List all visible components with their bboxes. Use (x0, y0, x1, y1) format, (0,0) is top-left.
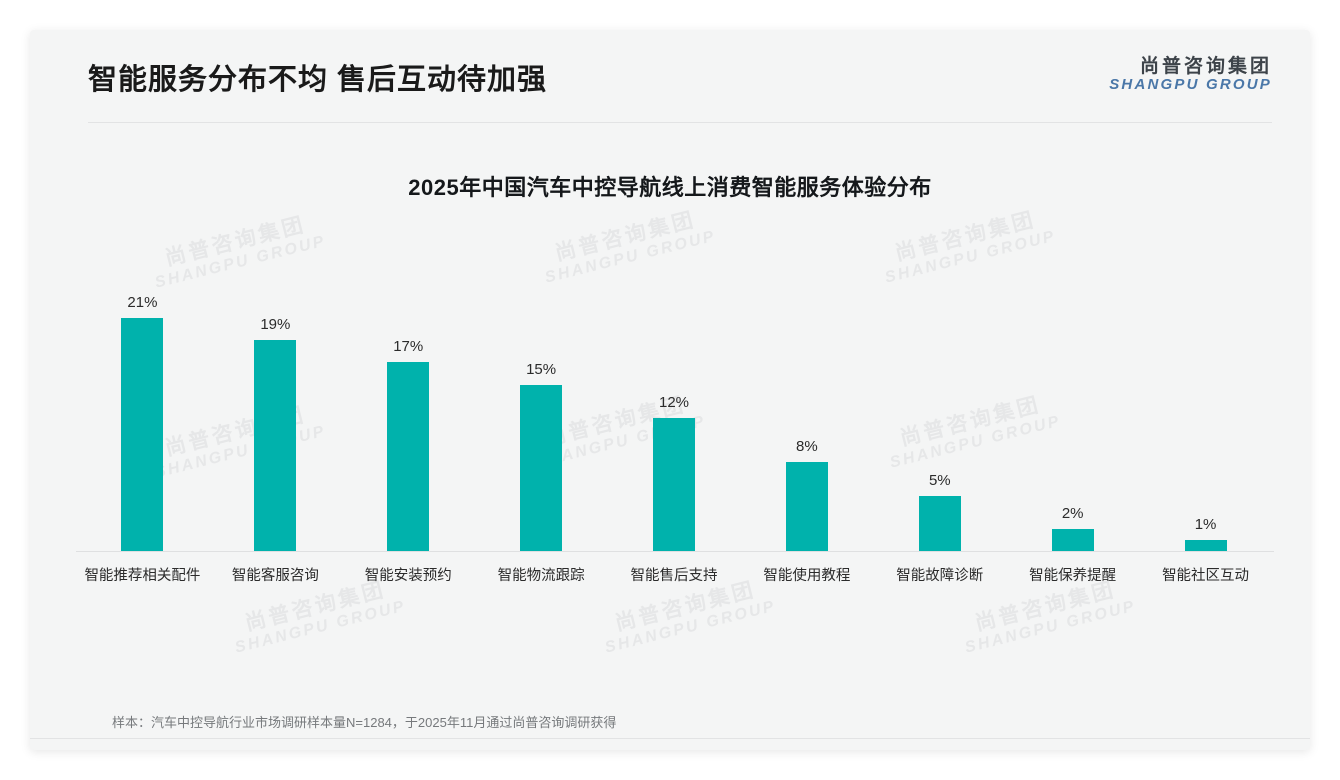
x-axis-label-cell: 智能社区互动 (1139, 564, 1272, 585)
x-axis-label: 智能保养提醒 (1029, 568, 1117, 584)
bar-rect[interactable] (121, 318, 164, 551)
x-axis-label-cell: 智能安装预约 (342, 564, 475, 585)
x-axis-label: 智能安装预约 (364, 568, 452, 584)
bar-column[interactable]: 15% (475, 270, 608, 551)
x-axis-label-cell: 智能使用教程 (740, 564, 873, 585)
report-card: 智能服务分布不均 售后互动待加强 尚普咨询集团 SHANGPU GROUP 尚普… (30, 30, 1310, 750)
x-axis-label: 智能客服咨询 (231, 568, 319, 584)
bar-value-label: 17% (393, 338, 424, 356)
chart-footnote: 样本：汽车中控导航行业市场调研样本量N=1284，于2025年11月通过尚普咨询… (112, 715, 617, 730)
bar-value-label: 15% (526, 360, 557, 378)
bar-value-label: 1% (1194, 515, 1217, 533)
page-header: 智能服务分布不均 售后互动待加强 尚普咨询集团 SHANGPU GROUP (30, 30, 1310, 122)
bar-chart-plot: 21% 19% 17% 15% 12% 8% 5% 2% 1% (76, 270, 1272, 551)
x-axis-label-cell: 智能推荐相关配件 (76, 564, 209, 585)
x-axis-label: 智能售后支持 (630, 568, 718, 584)
x-axis-label: 智能推荐相关配件 (84, 568, 201, 584)
page-footer: ©2026.1 SHANGPU GROUP www.shangpu-china.… (30, 738, 1310, 750)
brand-logo: 尚普咨询集团 SHANGPU GROUP (1109, 56, 1272, 94)
bar-column[interactable]: 5% (873, 270, 1006, 551)
bar-rect[interactable] (387, 362, 430, 551)
bar-rect[interactable] (785, 462, 828, 551)
page-title: 智能服务分布不均 售后互动待加强 (88, 64, 548, 96)
bar-value-label: 12% (658, 393, 690, 411)
bar-value-label: 21% (127, 294, 158, 311)
x-axis-label: 智能故障诊断 (896, 568, 984, 584)
bar-column[interactable]: 8% (740, 270, 873, 551)
bar-value-label: 2% (1061, 504, 1084, 522)
x-axis-label-cell: 智能物流跟踪 (475, 564, 608, 585)
x-axis-label: 智能物流跟踪 (497, 568, 585, 584)
bar-value-label: 19% (260, 316, 291, 334)
chart-title: 2025年中国汽车中控导航线上消费智能服务体验分布 (408, 175, 932, 200)
bar-rect[interactable] (1184, 539, 1227, 551)
x-axis-label-cell: 智能客服咨询 (209, 564, 342, 585)
x-axis-label-cell: 智能售后支持 (608, 564, 741, 585)
bar-rect[interactable] (254, 340, 297, 551)
bar-column[interactable]: 1% (1139, 270, 1272, 551)
header-divider (88, 122, 1272, 123)
watermark: 尚普咨询集团 SHANGPU GROUP (233, 578, 408, 657)
logo-english-text: SHANGPU GROUP (1109, 76, 1272, 94)
x-axis-label-cell: 智能故障诊断 (873, 564, 1006, 585)
x-axis-label: 智能使用教程 (763, 568, 851, 584)
bar-rect[interactable] (918, 495, 961, 551)
bar-rect[interactable] (653, 417, 695, 551)
bar-rect[interactable] (520, 384, 563, 551)
bar-rect[interactable] (1051, 528, 1094, 551)
bar-value-label: 8% (796, 438, 818, 456)
bar-column[interactable]: 19% (209, 270, 342, 551)
logo-chinese-text: 尚普咨询集团 (1139, 56, 1272, 77)
footer-divider (30, 738, 1310, 739)
x-axis-labels: 智能推荐相关配件 智能客服咨询 智能安装预约 智能物流跟踪 智能售后支持 智能使用教程 智能… (76, 564, 1272, 585)
bar-value-label: 5% (928, 471, 951, 489)
bar-column[interactable]: 12% (608, 270, 741, 551)
watermark: 尚普咨询集团 SHANGPU GROUP (603, 578, 778, 657)
chart-baseline (76, 551, 1274, 552)
watermark: 尚普咨询集团 SHANGPU GROUP (963, 578, 1138, 657)
bar-column[interactable]: 21% (76, 270, 209, 551)
x-axis-label: 智能社区互动 (1162, 568, 1250, 584)
bar-column[interactable]: 2% (1006, 270, 1139, 551)
x-axis-label-cell: 智能保养提醒 (1006, 564, 1139, 585)
bar-column[interactable]: 17% (342, 270, 475, 551)
